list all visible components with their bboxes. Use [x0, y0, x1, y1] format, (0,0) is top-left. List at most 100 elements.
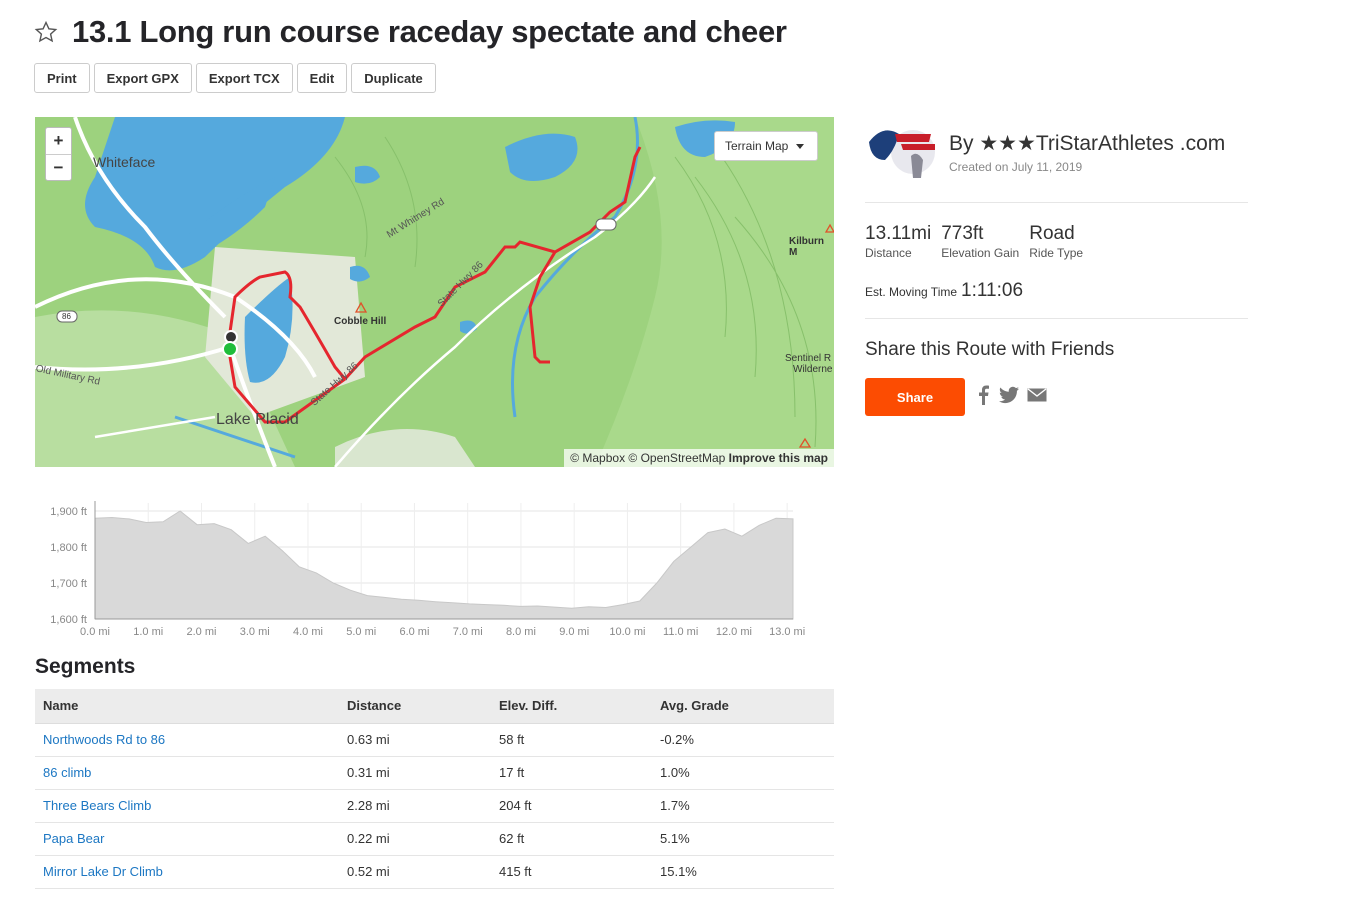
avatar[interactable]	[865, 120, 937, 184]
stat-distance: 13.11mi Distance	[865, 223, 931, 260]
table-row[interactable]: 86 climb 0.31 mi 17 ft 1.0%	[35, 756, 834, 790]
stat-elevation-gain: 773ft Elevation Gain	[941, 223, 1019, 260]
caret-down-icon	[796, 143, 805, 149]
segment-elev-diff: 17 ft	[491, 756, 652, 790]
x-tick-label: 6.0 mi	[399, 626, 429, 638]
segment-name-link[interactable]: Mirror Lake Dr Climb	[35, 855, 339, 889]
table-row[interactable]: Papa Bear 0.22 mi 62 ft 5.1%	[35, 822, 834, 856]
improve-map-link[interactable]: Improve this map	[728, 451, 828, 465]
segment-avg-grade: 1.0%	[652, 756, 834, 790]
title-row: 13.1 Long run course raceday spectate an…	[34, 14, 787, 50]
route-map[interactable]: Whiteface Lake Placid Cobble Hill Mt Whi…	[35, 117, 834, 467]
segment-elev-diff: 62 ft	[491, 822, 652, 856]
export-gpx-button[interactable]: Export GPX	[93, 63, 192, 93]
facebook-icon[interactable]	[975, 385, 991, 410]
moving-time: Est. Moving Time 1:11:06	[865, 280, 1248, 302]
x-tick-label: 4.0 mi	[293, 626, 323, 638]
route-stats: 13.11mi Distance 773ft Elevation Gain Ro…	[865, 223, 1248, 260]
x-tick-label: 9.0 mi	[559, 626, 589, 638]
twitter-icon[interactable]	[999, 386, 1019, 409]
segment-name-link[interactable]: 86 climb	[35, 756, 339, 790]
segment-avg-grade: -0.2%	[652, 723, 834, 757]
x-tick-label: 8.0 mi	[506, 626, 536, 638]
x-tick-label: 3.0 mi	[240, 626, 270, 638]
athlete-header: By ★★★TriStarAthletes .com Created on Ju…	[865, 120, 1248, 184]
table-row[interactable]: Three Bears Climb 2.28 mi 204 ft 1.7%	[35, 789, 834, 823]
page-title: 13.1 Long run course raceday spectate an…	[72, 14, 787, 49]
table-header-row: Name Distance Elev. Diff. Avg. Grade	[35, 689, 834, 724]
stat-label: Elevation Gain	[941, 246, 1020, 260]
x-tick-label: 0.0 mi	[80, 626, 110, 638]
attribution-text[interactable]: © Mapbox © OpenStreetMap	[570, 451, 726, 465]
share-button[interactable]: Share	[865, 378, 965, 416]
segment-elev-diff: 415 ft	[491, 855, 652, 889]
print-button[interactable]: Print	[34, 63, 90, 93]
table-row[interactable]: Northwoods Rd to 86 0.63 mi 58 ft -0.2%	[35, 723, 834, 757]
segment-name-link[interactable]: Three Bears Climb	[35, 789, 339, 823]
segments-table: Name Distance Elev. Diff. Avg. Grade Nor…	[35, 689, 834, 889]
route-sidebar: By ★★★TriStarAthletes .com Created on Ju…	[865, 120, 1248, 416]
segment-distance: 0.22 mi	[339, 822, 491, 856]
x-tick-label: 13.0 mi	[769, 626, 805, 638]
terrain-map-dropdown[interactable]: Terrain Map	[714, 131, 818, 161]
map-label-lake-placid: Lake Placid	[216, 411, 299, 428]
stat-label: Ride Type	[1029, 246, 1084, 260]
x-tick-label: 7.0 mi	[453, 626, 483, 638]
column-header-name[interactable]: Name	[35, 689, 339, 724]
divider	[865, 202, 1248, 203]
moving-time-value: 1:11:06	[961, 280, 1024, 301]
star-outline-icon[interactable]	[34, 20, 58, 44]
map-label-sentinel: Sentinel R	[785, 353, 832, 364]
map-canvas	[35, 117, 834, 467]
map-label-kilburn: Kilburn M	[789, 236, 824, 258]
x-tick-label: 12.0 mi	[716, 626, 752, 638]
map-attribution: © Mapbox © OpenStreetMap Improve this ma…	[564, 449, 834, 467]
segment-distance: 0.63 mi	[339, 723, 491, 757]
stat-ride-type: Road Ride Type	[1029, 223, 1083, 260]
athlete-name-link[interactable]: By ★★★TriStarAthletes .com	[949, 131, 1226, 155]
column-header-distance[interactable]: Distance	[339, 689, 491, 724]
created-date: Created on July 11, 2019	[949, 159, 1083, 174]
segment-elev-diff: 58 ft	[491, 723, 652, 757]
map-label-whiteface: Whiteface	[93, 154, 156, 170]
zoom-control: + −	[45, 127, 72, 181]
map-label-sentinel-2: Wilderne	[793, 364, 833, 375]
email-icon[interactable]	[1027, 387, 1047, 407]
segment-avg-grade: 5.1%	[652, 822, 834, 856]
segments-title: Segments	[35, 655, 136, 678]
map-shield-86: 86	[62, 312, 71, 321]
share-title: Share this Route with Friends	[865, 339, 1115, 360]
segment-distance: 2.28 mi	[339, 789, 491, 823]
elevation-chart[interactable]: 1,900 ft 1,800 ft 1,700 ft 1,600 ft0.0 mi 1.…	[35, 485, 825, 645]
y-tick-label: 1,600 ft	[50, 614, 87, 626]
zoom-in-button[interactable]: +	[53, 131, 64, 150]
segment-name-link[interactable]: Papa Bear	[35, 822, 339, 856]
stat-value: 773ft	[941, 223, 984, 244]
duplicate-button[interactable]: Duplicate	[351, 63, 436, 93]
stat-label: Distance	[865, 246, 912, 260]
column-header-elev-diff[interactable]: Elev. Diff.	[491, 689, 652, 724]
y-tick-label: 1,700 ft	[50, 578, 87, 590]
segment-elev-diff: 204 ft	[491, 789, 652, 823]
y-tick-label: 1,900 ft	[50, 506, 87, 518]
action-toolbar: Print Export GPX Export TCX Edit Duplica…	[34, 63, 436, 93]
edit-button[interactable]: Edit	[296, 63, 348, 93]
table-row[interactable]: Mirror Lake Dr Climb 0.52 mi 415 ft 15.1…	[35, 855, 834, 889]
elevation-profile-area	[94, 510, 794, 620]
stat-value: Road	[1029, 223, 1075, 244]
map-label-cobble-hill: Cobble Hill	[334, 316, 387, 327]
segment-distance: 0.52 mi	[339, 855, 491, 889]
y-tick-label: 1,800 ft	[50, 542, 87, 554]
terrain-map-label: Terrain Map	[725, 139, 789, 153]
x-tick-label: 1.0 mi	[133, 626, 163, 638]
moving-time-label: Est. Moving Time	[865, 285, 958, 299]
stat-value: 13.11mi	[865, 223, 932, 244]
x-tick-label: 11.0 mi	[663, 626, 698, 638]
segment-name-link[interactable]: Northwoods Rd to 86	[35, 723, 339, 757]
zoom-out-button[interactable]: −	[46, 154, 71, 180]
export-tcx-button[interactable]: Export TCX	[195, 63, 293, 93]
segment-distance: 0.31 mi	[339, 756, 491, 790]
column-header-avg-grade[interactable]: Avg. Grade	[652, 689, 834, 724]
x-tick-label: 5.0 mi	[346, 626, 376, 638]
segment-avg-grade: 1.7%	[652, 789, 834, 823]
